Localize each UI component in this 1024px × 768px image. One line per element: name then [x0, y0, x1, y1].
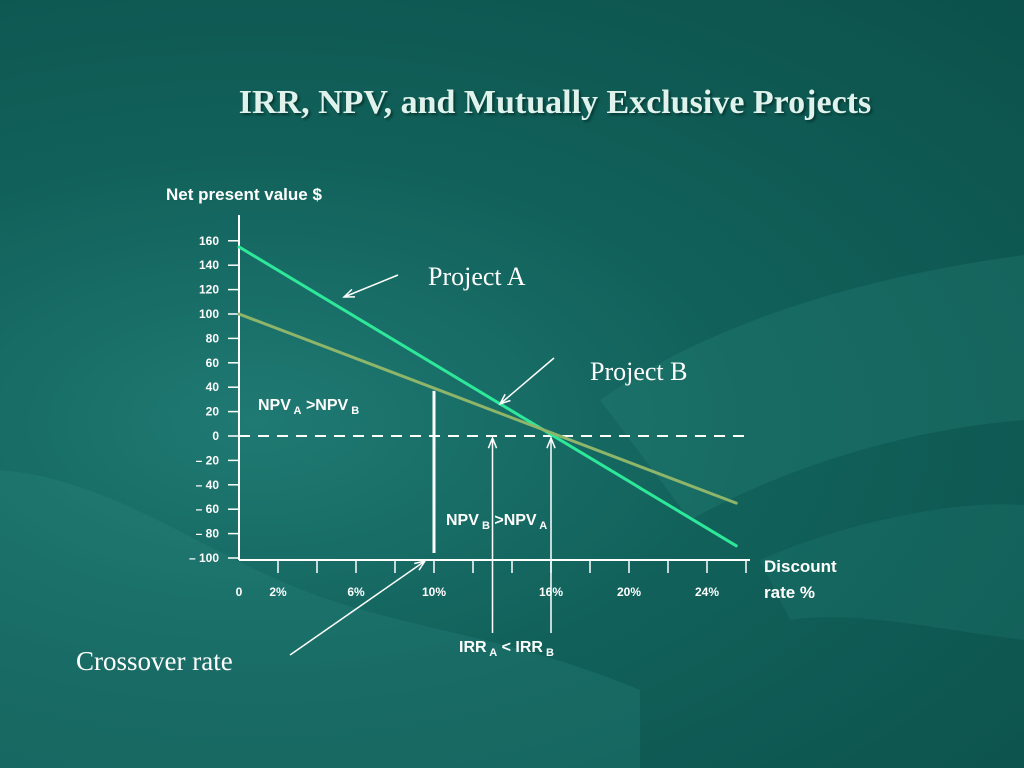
y-tick-label: 40 [206, 380, 220, 394]
y-axis-label: Net present value $ [166, 185, 322, 204]
series-line-project-a [237, 245, 738, 548]
y-tick-label: 160 [199, 234, 219, 248]
y-tick-label: 0 [212, 429, 219, 443]
crossover-pointer-arrow-head [414, 559, 427, 571]
irr-a-arrow-head [487, 435, 498, 449]
slide-title: IRR, NPV, and Mutually Exclusive Project… [238, 84, 872, 121]
y-tick-label: 20 [206, 405, 220, 419]
project-a-pointer-arrow [343, 274, 399, 298]
y-tick-label: – 100 [189, 551, 219, 565]
x-tick-label: 20% [617, 585, 641, 599]
project-b-pointer-arrow [499, 357, 555, 405]
x-axis-label-line2: rate % [764, 583, 815, 602]
y-tick-label: 140 [199, 258, 219, 272]
y-tick-label: 100 [199, 307, 219, 321]
crossover-pointer-arrow [289, 560, 426, 656]
y-tick-label: 60 [206, 356, 220, 370]
project-b-pointer-arrow-head [498, 393, 511, 406]
y-tick-label: – 40 [196, 478, 220, 492]
npv-b-greater-label: NPV B >NPV A [446, 512, 547, 532]
x-tick-label: 24% [695, 585, 719, 599]
project-a-label: Project A [428, 262, 526, 291]
npv-a-greater-label: NPV A >NPV B [258, 397, 359, 417]
y-tick-label: 120 [199, 283, 219, 297]
x-tick-label: 0 [236, 585, 243, 599]
series-line-project-b [237, 312, 738, 505]
x-tick-label: 10% [422, 585, 446, 599]
y-tick-label: – 80 [196, 527, 220, 541]
irr-b-arrow-head [546, 435, 556, 449]
y-tick-label: – 60 [196, 502, 220, 516]
irr-comparison-label: IRR A < IRR B [459, 639, 554, 659]
project-a-pointer-arrow-head [342, 288, 356, 298]
y-tick-label: 80 [206, 331, 220, 345]
x-axis-label-line1: Discount [764, 557, 837, 576]
project-b-label: Project B [590, 357, 688, 386]
x-tick-label: 6% [347, 585, 365, 599]
y-tick-label: – 20 [196, 453, 220, 467]
x-tick-label: 2% [269, 585, 287, 599]
crossover-rate-label: Crossover rate [76, 646, 233, 676]
